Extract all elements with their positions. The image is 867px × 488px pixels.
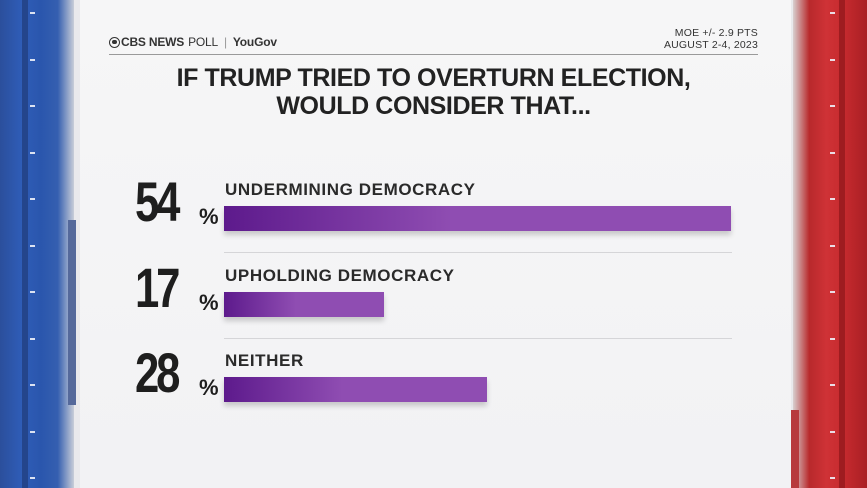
border-tick xyxy=(830,105,835,107)
border-tick xyxy=(30,245,35,247)
border-tick xyxy=(830,245,835,247)
chart-title-line-2: WOULD CONSIDER THAT... xyxy=(276,92,591,120)
border-tick xyxy=(30,152,35,154)
bar xyxy=(224,292,384,317)
left-stripe xyxy=(22,0,28,488)
category-label: NEITHER xyxy=(225,351,304,370)
border-tick xyxy=(30,338,35,340)
category-label: UNDERMINING DEMOCRACY xyxy=(225,180,476,199)
right-slot xyxy=(791,410,799,488)
poll-meta: MOE +/- 2.9 PTS AUGUST 2-4, 2023 xyxy=(664,27,758,51)
border-tick xyxy=(30,105,35,107)
chart-title-line-1: IF TRUMP TRIED TO OVERTURN ELECTION, xyxy=(176,64,691,92)
brand-logo: CBS NEWS POLL | YouGov xyxy=(109,35,277,49)
border-tick xyxy=(30,291,35,293)
partner-name: YouGov xyxy=(232,35,277,49)
bar-value-number: 54 xyxy=(135,170,180,233)
bar-value-label: 28% xyxy=(135,340,219,405)
percent-sign: % xyxy=(199,375,219,400)
category-label: UPHOLDING DEMOCRACY xyxy=(225,266,455,285)
percent-sign: % xyxy=(199,204,219,229)
bar-row: 28% NEITHER xyxy=(80,341,791,432)
bar-row: 54% UNDERMINING DEMOCRACY xyxy=(80,170,791,261)
border-tick xyxy=(30,431,35,433)
border-tick xyxy=(30,384,35,386)
border-tick xyxy=(830,477,835,479)
poll-panel: CBS NEWS POLL | YouGov MOE +/- 2.9 PTS A… xyxy=(80,0,791,488)
border-tick xyxy=(830,59,835,61)
border-tick xyxy=(830,338,835,340)
bar-value-number: 17 xyxy=(135,256,180,319)
right-red-border xyxy=(791,0,867,488)
bar xyxy=(224,377,487,402)
margin-of-error: MOE +/- 2.9 PTS xyxy=(674,27,758,39)
bar-row: 17% UPHOLDING DEMOCRACY xyxy=(80,256,791,347)
row-divider xyxy=(224,338,732,339)
percent-sign: % xyxy=(199,290,219,315)
border-tick xyxy=(830,384,835,386)
left-blue-border xyxy=(0,0,76,488)
left-slot xyxy=(68,220,76,405)
row-divider xyxy=(224,252,732,253)
right-stripe xyxy=(839,0,845,488)
brand-separator: | xyxy=(223,35,227,49)
bar xyxy=(224,206,731,231)
border-tick xyxy=(830,291,835,293)
border-tick xyxy=(30,12,35,14)
border-tick xyxy=(830,12,835,14)
bar-value-number: 28 xyxy=(135,341,180,404)
border-tick xyxy=(830,152,835,154)
border-tick xyxy=(30,198,35,200)
chart-title: IF TRUMP TRIED TO OVERTURN ELECTION, WOU… xyxy=(109,64,758,120)
border-tick xyxy=(830,431,835,433)
network-name: CBS NEWS xyxy=(121,35,185,49)
border-tick xyxy=(830,198,835,200)
bar-value-label: 17% xyxy=(135,255,219,320)
border-tick xyxy=(30,59,35,61)
bar-value-label: 54% xyxy=(135,169,219,234)
header-rule xyxy=(109,54,758,55)
poll-label: POLL xyxy=(188,35,218,49)
cbs-eye-icon xyxy=(109,36,120,48)
border-tick xyxy=(30,477,35,479)
poll-dates: AUGUST 2-4, 2023 xyxy=(663,39,758,51)
